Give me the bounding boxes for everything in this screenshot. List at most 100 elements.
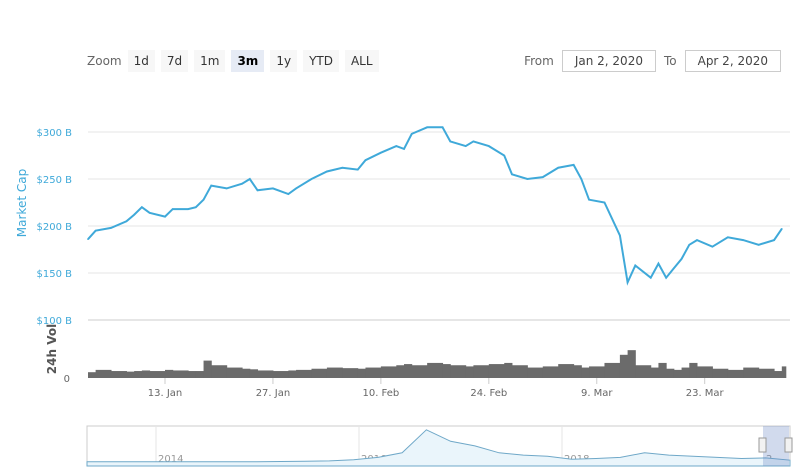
market-cap-point (256, 189, 259, 192)
market-cap-point (195, 206, 197, 208)
volume-y-tick: 0 (64, 374, 70, 385)
volume-bar (627, 350, 636, 378)
market-cap-line (87, 126, 783, 286)
market-cap-point (464, 145, 467, 147)
market-cap-point (757, 244, 760, 246)
volume-bar (511, 365, 528, 378)
to-date-input[interactable]: Apr 2, 2020 (684, 50, 781, 72)
y-tick-label: $300 B (37, 128, 73, 139)
zoom-1d-button[interactable]: 1d (127, 50, 155, 72)
volume-bar (272, 371, 289, 378)
from-label: From (524, 54, 554, 68)
zoom-1y-button[interactable]: 1y (270, 50, 298, 72)
market-cap-point (580, 178, 583, 180)
from-date-input[interactable]: Jan 2, 2020 (561, 50, 656, 72)
volume-bar (411, 365, 428, 378)
volume-bar (211, 365, 228, 378)
volume-bar (365, 367, 382, 378)
volume-bar (450, 365, 467, 378)
y-axis-title: Market Cap (15, 169, 29, 237)
volume-bar (465, 366, 474, 378)
navigator-year-label: 2014 (158, 454, 183, 465)
volume-bar (635, 365, 652, 378)
zoom-3m-button[interactable]: 3m (231, 50, 265, 72)
volume-bar (689, 362, 698, 378)
zoom-7d-button[interactable]: 7d (160, 50, 189, 72)
volume-bar (650, 367, 659, 378)
volume-bar (342, 368, 359, 378)
volume-bar (619, 354, 629, 378)
market-cap-point (225, 187, 228, 190)
volume-bar (774, 371, 783, 378)
market-cap-point (441, 126, 444, 129)
zoom-ytd-button[interactable]: YTD (303, 50, 339, 72)
y-tick-label: $100 B (37, 316, 73, 327)
zoom-1m-button[interactable]: 1m (194, 50, 226, 72)
volume-bar (558, 364, 575, 378)
volume-bar (488, 364, 505, 378)
market-cap-point (541, 176, 544, 178)
volume-bar (473, 365, 490, 378)
market-cap-point (187, 208, 189, 210)
volume-bar (149, 371, 166, 378)
x-tick-label: 13. Jan (148, 388, 183, 399)
navigator-handle-left[interactable] (758, 437, 767, 453)
zoom-all-button[interactable]: ALL (344, 50, 379, 72)
y-tick-label: $250 B (37, 175, 73, 186)
market-cap-point (511, 173, 513, 176)
volume-bar (396, 365, 405, 378)
volume-bar (758, 368, 775, 378)
market-cap-point (727, 236, 729, 239)
market-cap-point (202, 198, 205, 201)
market-cap-point (141, 206, 143, 208)
volume-bar (658, 362, 667, 378)
date-range: From Jan 2, 2020 To Apr 2, 2020 (524, 50, 789, 72)
market-cap-point (526, 178, 529, 180)
market-cap-point (665, 276, 667, 279)
x-tick-label: 24. Feb (470, 388, 507, 399)
market-cap-point (249, 178, 251, 180)
market-cap-point (626, 281, 629, 284)
volume-bar (95, 369, 112, 378)
volume-bar (296, 369, 312, 378)
to-label: To (663, 54, 677, 68)
y-tick-label: $150 B (37, 269, 73, 280)
volume-bar (226, 367, 243, 378)
zoom-label: Zoom (87, 54, 122, 68)
volume-bar (681, 367, 690, 378)
market-cap-point (773, 239, 775, 241)
market-cap-point (472, 140, 475, 143)
market-cap-point (272, 187, 274, 190)
volume-bar (357, 368, 366, 378)
market-cap-point (310, 178, 313, 180)
volume-bar (404, 364, 413, 378)
volume-bar (743, 367, 760, 378)
market-cap-point (295, 187, 297, 190)
volume-bar (242, 368, 251, 378)
market-cap-point (341, 166, 344, 169)
volume-bar (311, 368, 328, 378)
market-cap-point (557, 166, 560, 169)
market-cap-point (619, 234, 621, 237)
x-tick-label: 27. Jan (256, 388, 291, 399)
market-cap-point (781, 228, 783, 230)
volume-bar (165, 369, 174, 378)
market-cap-point (364, 159, 367, 161)
market-cap-point (688, 244, 691, 246)
volume-bar (134, 371, 143, 378)
volume-bar (589, 366, 605, 378)
market-cap-point (164, 215, 166, 218)
market-cap-point (171, 208, 174, 210)
market-cap-point (449, 140, 452, 143)
volume-bar (527, 367, 544, 378)
market-cap-point (94, 229, 97, 232)
x-tick-label: 23. Mar (686, 388, 725, 399)
volume-bar (504, 362, 513, 378)
market-cap-point (742, 239, 745, 241)
market-cap-point (210, 184, 213, 187)
market-cap-point (241, 182, 243, 185)
volume-bar (326, 367, 343, 378)
volume-bar (203, 360, 212, 378)
navigator-handle-right[interactable] (784, 437, 793, 453)
